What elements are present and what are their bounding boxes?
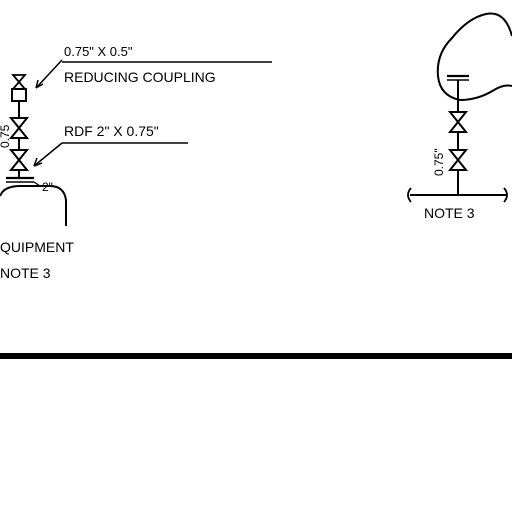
coupling-size-label: 0.75" X 0.5" xyxy=(64,44,133,59)
right-valve-upper xyxy=(447,111,469,133)
equipment-cloud-outline xyxy=(436,12,512,102)
gate-valve-lower xyxy=(8,149,30,171)
left-vertical-dim-label: 0.75 xyxy=(0,124,12,148)
equipment-label: QUIPMENT xyxy=(0,239,74,255)
left-note-label: NOTE 3 xyxy=(0,265,51,281)
equipment-outline xyxy=(0,185,67,226)
coupling-leader-arrow xyxy=(35,79,44,89)
right-vertical-dim-label: 0.75" xyxy=(432,148,446,176)
coupling-name-label: REDUCING COUPLING xyxy=(64,69,216,85)
right-note-label: NOTE 3 xyxy=(424,205,475,221)
base-size-label: 2" xyxy=(42,180,53,194)
coupling-leader-line xyxy=(35,59,63,89)
right-header-break-left xyxy=(407,187,412,203)
rdf-label: RDF 2" X 0.75" xyxy=(64,123,159,139)
right-header-break-right xyxy=(503,187,508,203)
section-divider-line xyxy=(0,353,512,359)
rdf-leader-line xyxy=(33,142,63,167)
right-valve-lower xyxy=(447,149,469,171)
vent-valve-symbol xyxy=(11,74,27,90)
left-detail xyxy=(0,59,272,226)
right-detail xyxy=(407,12,512,203)
reducing-coupling-symbol xyxy=(11,88,27,102)
gate-valve-upper xyxy=(8,117,30,139)
rdf-leader-arrow xyxy=(33,157,43,167)
